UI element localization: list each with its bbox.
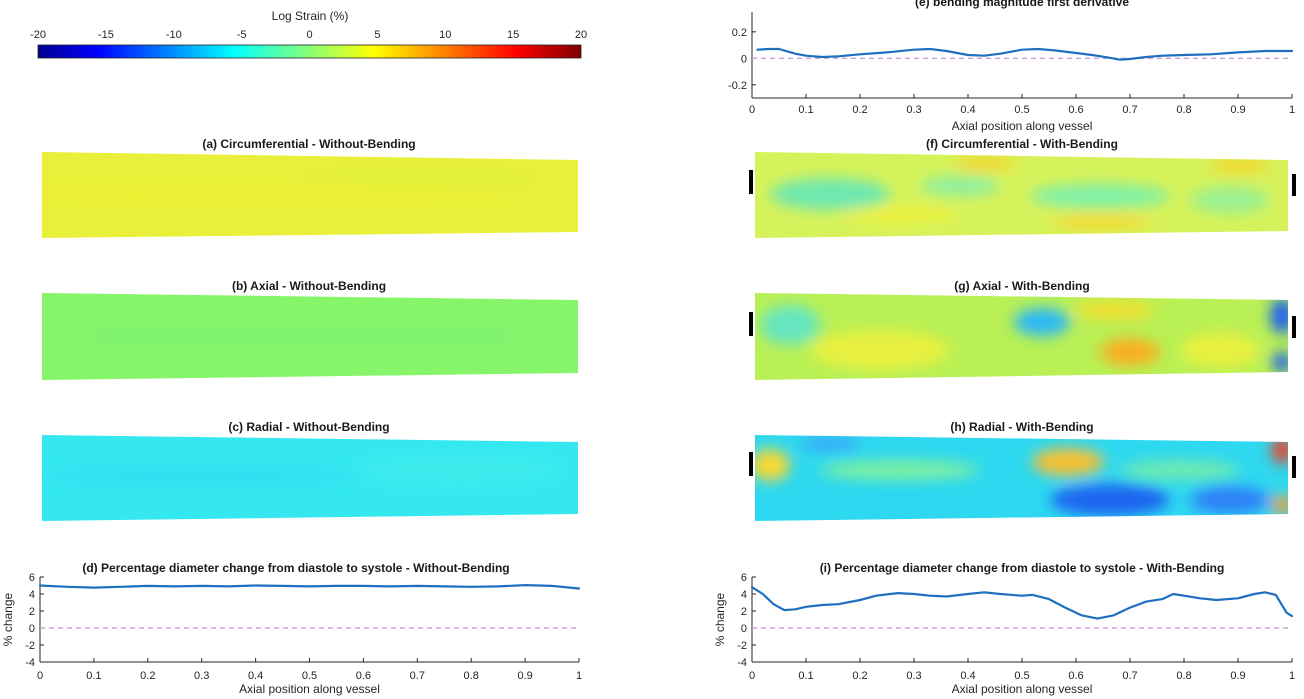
chart-i-series-line bbox=[750, 586, 1294, 620]
chart-i-x-tick-label: 0.3 bbox=[906, 670, 921, 682]
colorbar-tick-label: -15 bbox=[98, 29, 114, 41]
panel-c-radial-without-bending: (c) Radial - Without-Bending bbox=[42, 420, 578, 521]
chart-i-y-tick-label: 6 bbox=[741, 572, 747, 584]
panel-b-title: (b) Axial - Without-Bending bbox=[232, 279, 386, 293]
chart-i-x-tick-label: 0.2 bbox=[852, 670, 867, 682]
chart-e-x-label: Axial position along vessel bbox=[952, 119, 1093, 133]
panel-a-circumferential-without-bending: (a) Circumferential - Without-Bending bbox=[42, 137, 578, 238]
chart-i-x-tick-label: 0.8 bbox=[1176, 670, 1191, 682]
chart-e-series-line bbox=[756, 47, 1294, 61]
chart-d-y-tick-label: 6 bbox=[29, 572, 35, 584]
chart-i-x-tick-label: 0.9 bbox=[1230, 670, 1245, 682]
chart-d-x-tick-label: 0.5 bbox=[302, 670, 317, 682]
chart-e-x-tick-label: 0.7 bbox=[1122, 104, 1137, 116]
colorbar-tick-label: 5 bbox=[374, 29, 380, 41]
chart-d-x-tick-label: 0.3 bbox=[194, 670, 209, 682]
chart-e-y-tick-label: 0.2 bbox=[732, 27, 747, 39]
chart-i-y-tick-label: 4 bbox=[741, 589, 747, 601]
colorbar-tick-label: 20 bbox=[575, 29, 587, 41]
chart-e-x-tick-label: 0.3 bbox=[906, 104, 921, 116]
panel-b-axial-without-bending: (b) Axial - Without-Bending bbox=[42, 279, 578, 380]
chart-d-x-tick-label: 0.4 bbox=[248, 670, 263, 682]
panel-h-left-marker bbox=[749, 452, 753, 476]
panel-h-radial-with-bending: (h) Radial - With-Bending bbox=[749, 420, 1296, 521]
chart-e-x-tick-label: 0.2 bbox=[852, 104, 867, 116]
chart-d-x-tick-label: 0 bbox=[37, 670, 43, 682]
panel-c-title: (c) Radial - Without-Bending bbox=[228, 420, 389, 434]
chart-d-x-tick-label: 0.8 bbox=[464, 670, 479, 682]
chart-e-x-tick-label: 0.6 bbox=[1068, 104, 1083, 116]
chart-e-x-tick-label: 0.1 bbox=[798, 104, 813, 116]
colorbar-gradient bbox=[37, 44, 582, 59]
chart-i-x-tick-label: 0.5 bbox=[1014, 670, 1029, 682]
chart-d-x-tick-label: 0.1 bbox=[86, 670, 101, 682]
colorbar-tick-label: -5 bbox=[237, 29, 247, 41]
chart-d-y-tick-label: 2 bbox=[29, 606, 35, 618]
chart-i-title: (i) Percentage diameter change from dias… bbox=[820, 561, 1225, 575]
chart-d-x-label: Axial position along vessel bbox=[239, 682, 380, 696]
chart-i-x-tick-label: 1 bbox=[1289, 670, 1295, 682]
panel-a-title: (a) Circumferential - Without-Bending bbox=[202, 137, 415, 151]
panel-g-right-marker bbox=[1292, 316, 1296, 338]
chart-e-x-tick-label: 0.4 bbox=[960, 104, 975, 116]
chart-d-diameter-change-without-bending: (d) Percentage diameter change from dias… bbox=[1, 561, 582, 696]
chart-i-x-tick-label: 0.4 bbox=[960, 670, 975, 682]
chart-d-y-tick-label: -2 bbox=[25, 640, 35, 652]
chart-i-y-tick-label: -2 bbox=[737, 640, 747, 652]
chart-e-title: (e) bending magnitude first derivative bbox=[915, 0, 1129, 9]
chart-d-y-tick-label: 0 bbox=[29, 623, 35, 635]
chart-e-x-tick-label: 0 bbox=[749, 104, 755, 116]
chart-e-x-tick-label: 0.5 bbox=[1014, 104, 1029, 116]
chart-d-y-label: % change bbox=[1, 592, 15, 646]
chart-d-x-tick-label: 0.9 bbox=[517, 670, 532, 682]
colorbar-label: Log Strain (%) bbox=[272, 9, 349, 23]
colorbar-tick-label: 15 bbox=[507, 29, 519, 41]
panel-g-axial-with-bending: (g) Axial - With-Bending bbox=[749, 279, 1296, 380]
chart-d-x-tick-label: 0.7 bbox=[410, 670, 425, 682]
chart-d-y-tick-label: -4 bbox=[25, 657, 35, 669]
chart-e-y-tick-label: 0 bbox=[741, 53, 747, 65]
colorbar-tick-label: -10 bbox=[166, 29, 182, 41]
chart-e-x-tick-label: 1 bbox=[1289, 104, 1295, 116]
chart-i-y-tick-label: -4 bbox=[737, 657, 747, 669]
panel-f-right-marker bbox=[1292, 174, 1296, 196]
colorbar-tick-labels: -20 -15 -10 -5 0 5 10 15 20 bbox=[30, 29, 587, 41]
chart-i-x-tick-label: 0.7 bbox=[1122, 670, 1137, 682]
chart-i-x-tick-label: 0.1 bbox=[798, 670, 813, 682]
chart-i-diameter-change-with-bending: (i) Percentage diameter change from dias… bbox=[713, 561, 1295, 696]
chart-e-y-tick-label: -0.2 bbox=[728, 80, 747, 92]
chart-d-x-tick-label: 1 bbox=[576, 670, 582, 682]
chart-d-x-tick-label: 0.2 bbox=[140, 670, 155, 682]
chart-e-x-tick-label: 0.9 bbox=[1230, 104, 1245, 116]
chart-i-x-tick-label: 0.6 bbox=[1068, 670, 1083, 682]
colorbar-tick-label: -20 bbox=[30, 29, 46, 41]
colorbar-tick-label: 10 bbox=[439, 29, 451, 41]
chart-d-x-tick-label: 0.6 bbox=[356, 670, 371, 682]
chart-i-y-label: % change bbox=[713, 592, 727, 646]
chart-i-x-label: Axial position along vessel bbox=[952, 682, 1093, 696]
colorbar: Log Strain (%) -20 -15 -10 -5 0 5 10 15 20 bbox=[30, 9, 587, 59]
chart-d-y-tick-label: 4 bbox=[29, 589, 35, 601]
panel-f-left-marker bbox=[749, 170, 753, 194]
panel-g-left-marker bbox=[749, 312, 753, 336]
panel-h-title: (h) Radial - With-Bending bbox=[950, 420, 1093, 434]
chart-e-x-tick-label: 0.8 bbox=[1176, 104, 1191, 116]
panel-f-circumferential-with-bending: (f) Circumferential - With-Bending bbox=[749, 137, 1296, 238]
panel-f-title: (f) Circumferential - With-Bending bbox=[926, 137, 1118, 151]
chart-i-y-tick-label: 2 bbox=[741, 606, 747, 618]
chart-i-y-tick-label: 0 bbox=[741, 623, 747, 635]
chart-d-title: (d) Percentage diameter change from dias… bbox=[82, 561, 509, 575]
chart-d-series-line bbox=[38, 583, 581, 590]
chart-e-bending-derivative: (e) bending magnitude first derivative 0 0… bbox=[728, 0, 1295, 133]
panel-h-right-marker bbox=[1292, 456, 1296, 478]
colorbar-tick-label: 0 bbox=[306, 29, 312, 41]
panel-g-title: (g) Axial - With-Bending bbox=[954, 279, 1089, 293]
chart-i-x-tick-label: 0 bbox=[749, 670, 755, 682]
